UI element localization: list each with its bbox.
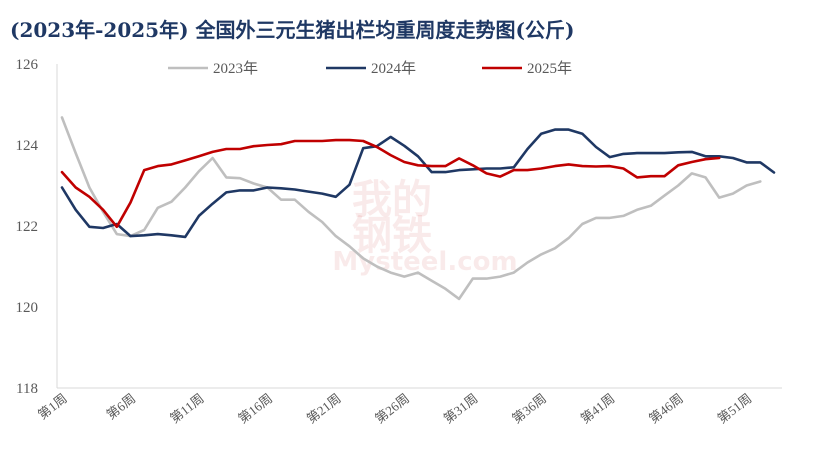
series-line-1 xyxy=(60,116,762,301)
legend-label: 2025年 xyxy=(527,60,572,77)
watermark-line2: 钢铁 xyxy=(352,213,432,259)
y-tick-label: 126 xyxy=(16,57,39,73)
x-tick-label: 第1周 xyxy=(35,391,70,423)
y-tick-labels: 118 120 122 124 126 xyxy=(16,57,39,397)
x-tick-label: 第26周 xyxy=(372,391,412,427)
legend-label: 2024年 xyxy=(371,60,416,77)
x-tick-label: 第51周 xyxy=(714,391,754,427)
x-tick-label: 第31周 xyxy=(441,391,481,427)
y-tick-label: 120 xyxy=(16,300,39,316)
legend: 2023年 2024年 2025年 xyxy=(168,60,572,77)
x-tick-label: 第11周 xyxy=(167,391,207,427)
x-tick-label: 第6周 xyxy=(103,391,138,423)
y-tick-label: 118 xyxy=(16,381,38,397)
chart-title: (2023年-2025年) 全国外三元生猪出栏均重周度走势图(公斤) xyxy=(10,18,575,42)
y-tick-label: 124 xyxy=(16,138,39,154)
series-lines xyxy=(60,116,776,301)
x-tick-label: 第46周 xyxy=(646,391,686,427)
watermark-line3: Mysteel.com xyxy=(332,247,517,277)
series-line-2 xyxy=(60,128,776,239)
legend-label: 2023年 xyxy=(213,60,258,77)
series-line-3 xyxy=(60,138,721,229)
watermark: 我的 钢铁 Mysteel.com xyxy=(332,177,517,277)
x-tick-label: 第41周 xyxy=(578,391,618,427)
x-tick-label: 第36周 xyxy=(509,391,549,427)
x-tick-label: 第16周 xyxy=(235,391,275,427)
x-tick-labels: 第1周 第6周 第11周 第16周 第21周 第26周 第31周 第36周 第41周 第46周 第5… xyxy=(35,391,754,427)
y-tick-label: 122 xyxy=(16,219,39,235)
x-tick-label: 第21周 xyxy=(304,391,344,427)
watermark-line1: 我的 xyxy=(352,177,432,223)
